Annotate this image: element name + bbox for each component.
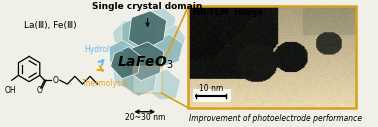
Polygon shape — [110, 40, 138, 71]
Polygon shape — [122, 15, 157, 50]
Bar — [188, 6, 356, 108]
Bar — [193, 89, 231, 102]
Polygon shape — [157, 24, 186, 59]
Text: O: O — [53, 76, 59, 85]
Text: Single crystal domain: Single crystal domain — [92, 2, 203, 11]
Text: Thermolysis: Thermolysis — [82, 79, 128, 88]
Polygon shape — [129, 11, 167, 50]
Text: 20~30 nm: 20~30 nm — [125, 113, 165, 122]
Bar — [133, 66, 162, 93]
Polygon shape — [113, 59, 141, 90]
Polygon shape — [150, 8, 176, 32]
Text: Hydrolysis: Hydrolysis — [85, 45, 124, 54]
Text: 10 nm: 10 nm — [199, 84, 223, 93]
Text: OH: OH — [5, 86, 17, 95]
Text: Improvement of photoelectrode performance: Improvement of photoelectrode performanc… — [189, 114, 362, 123]
Text: La(Ⅲ), Fe(Ⅲ): La(Ⅲ), Fe(Ⅲ) — [24, 21, 76, 30]
Polygon shape — [147, 69, 181, 100]
Polygon shape — [111, 47, 141, 79]
Text: HR-TEM  image: HR-TEM image — [193, 8, 263, 17]
Text: O: O — [37, 86, 43, 95]
Polygon shape — [154, 34, 183, 66]
Polygon shape — [122, 63, 157, 96]
Polygon shape — [113, 21, 141, 47]
Polygon shape — [126, 42, 164, 81]
Text: LaFeO$_3$: LaFeO$_3$ — [116, 55, 173, 71]
